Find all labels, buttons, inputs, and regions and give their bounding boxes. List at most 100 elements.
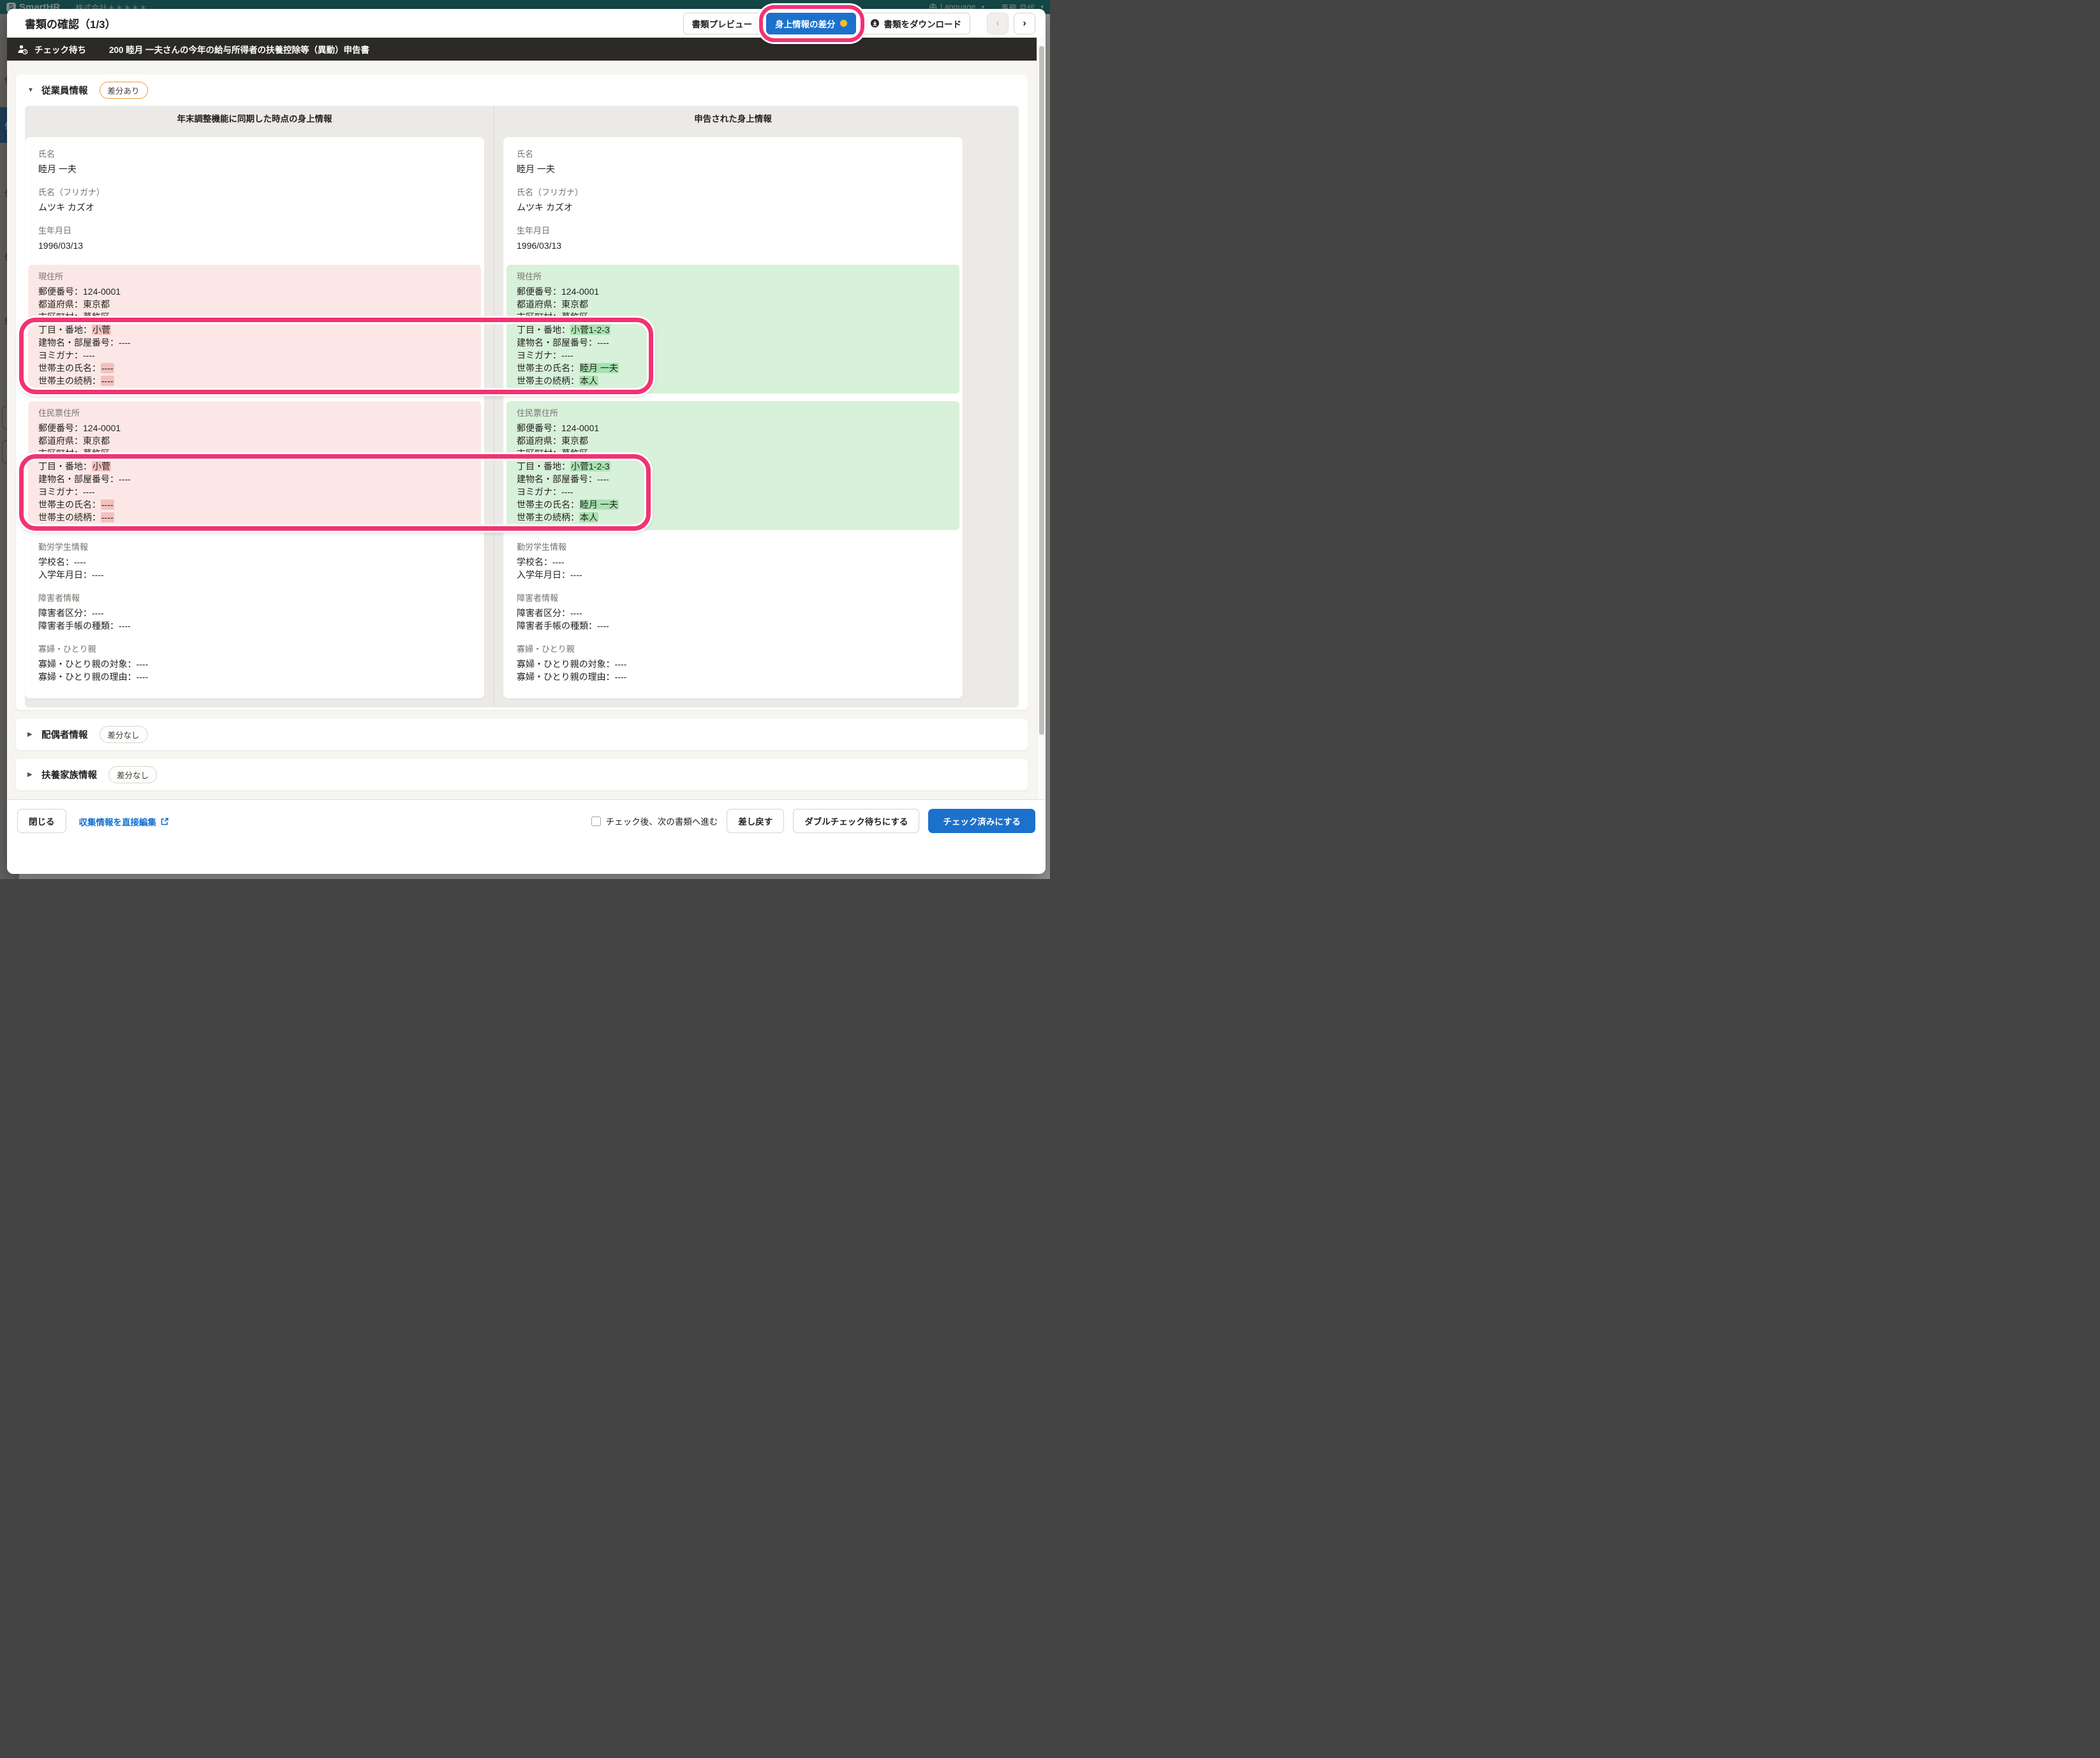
address-row: 丁目・番地：小菅 (38, 461, 111, 471)
page-title: 書類の確認（1/3） (25, 18, 116, 31)
edit-collected-info-link[interactable]: 収集情報を直接編集 (79, 815, 170, 828)
address-row: 都道府県：東京都 (517, 299, 588, 309)
no-diff-badge: 差分なし (99, 726, 148, 743)
document-status-bar: チェック待ち 200 睦月 一夫さんの今年の給与所得者の扶養控除等（異動）申告書 (7, 38, 1037, 61)
address-row: 世帯主の続柄：本人 (517, 512, 598, 522)
current-address-block: 現住所 郵便番号：124-0001 都道府県：東京都 市区町村：葛飾区 (28, 265, 481, 394)
modal-header: 書類の確認（1/3） 書類プレビュー 身上情報の差分 書類をダウンロード (7, 4, 1046, 42)
document-check-modal: 書類の確認（1/3） 書類プレビュー 身上情報の差分 書類をダウンロード (7, 4, 1046, 874)
address-row: 世帯主の氏名：---- (38, 363, 114, 373)
external-link-icon (160, 817, 169, 826)
address-row: 丁目・番地：小菅 (38, 325, 111, 335)
address-row: 世帯主の氏名：睦月 一夫 (517, 363, 619, 373)
address-row: 都道府県：東京都 (517, 436, 588, 446)
info-row: 障害者区分：---- (517, 608, 582, 618)
personal-info-diff-button[interactable]: 身上情報の差分 (766, 12, 856, 34)
screen: S SmartHR 株式会社＊＊＊＊＊ Language ▾ 事務 月代 ▾ 仕… (0, 0, 1050, 879)
info-row: 学校名：---- (38, 557, 86, 567)
diff-panel: 年末調整機能に同期した時点の身上情報 申告された身上情報 氏名 (25, 106, 1019, 707)
address-row: 郵便番号：124-0001 (38, 286, 121, 297)
address-row: 世帯主の続柄：本人 (517, 376, 598, 386)
address-row: ヨミガナ：---- (517, 487, 573, 497)
basic-field: 氏名（フリガナ） ムツキ カズオ (38, 188, 105, 212)
mark-checked-button[interactable]: チェック済みにする (928, 809, 1035, 833)
info-row: 障害者手帳の種類：---- (517, 621, 609, 631)
dependents-info-section: ▶ 扶養家族情報 差分なし (16, 759, 1028, 790)
address-row: 市区町村：葛飾区 (517, 312, 588, 322)
address-row: ヨミガナ：---- (38, 487, 95, 497)
working-student-block: 勤労学生情報 学校名：---- 入学年月日：---- (25, 542, 484, 581)
address-row: 都道府県：東京都 (38, 299, 110, 309)
document-download-button[interactable]: 書類をダウンロード (861, 12, 970, 34)
document-preview-button[interactable]: 書類プレビュー (683, 12, 761, 34)
address-row: 郵便番号：124-0001 (38, 423, 121, 433)
address-row: 市区町村：葛飾区 (517, 448, 588, 459)
resident-address-block: 住民票住所 郵便番号：124-0001 都道府県：東京都 市区町村：葛飾区 (507, 401, 959, 530)
address-row: ヨミガナ：---- (517, 350, 573, 360)
notification-dot-icon (839, 20, 847, 27)
info-row: 寡婦・ひとり親の対象：---- (517, 659, 627, 669)
address-row: 市区町村：葛飾区 (38, 312, 110, 322)
spouse-info-section-header[interactable]: ▶ 配偶者情報 差分なし (16, 719, 1028, 750)
address-row: 世帯主の氏名：---- (38, 499, 114, 510)
chevron-down-icon: ▾ (1040, 3, 1044, 10)
working-student-block: 勤労学生情報 学校名：---- 入学年月日：---- (503, 542, 963, 581)
info-row: 障害者手帳の種類：---- (38, 621, 131, 631)
chevron-down-icon: ▾ (981, 3, 984, 10)
resident-address-block: 住民票住所 郵便番号：124-0001 都道府県：東京都 市区町村：葛飾区 (28, 401, 481, 530)
chevron-left-icon: ‹ (996, 17, 1000, 29)
synced-info-card: 氏名 睦月 一夫 氏名（フリガナ） ムツキ カズオ (25, 137, 484, 698)
no-diff-badge: 差分なし (108, 766, 158, 783)
info-row: 学校名：---- (517, 557, 565, 567)
info-row: 寡婦・ひとり親の理由：---- (517, 672, 627, 682)
document-title: 200 睦月 一夫さんの今年の給与所得者の扶養控除等（異動）申告書 (109, 45, 370, 55)
basic-field: 氏名 睦月 一夫 (38, 149, 77, 174)
address-row: 郵便番号：124-0001 (517, 286, 600, 297)
diff-exists-badge: 差分あり (99, 82, 148, 99)
address-row: 都道府県：東京都 (38, 436, 110, 446)
basic-field: 生年月日 1996/03/13 (38, 226, 84, 251)
send-back-button[interactable]: 差し戻す (727, 809, 785, 833)
disability-block: 障害者情報 障害者区分：---- 障害者手帳の種類：---- (25, 593, 484, 632)
modal-body: ▼ 従業員情報 差分あり 年末調整機能に同期した時点の身上情報 申告された身上情… (7, 61, 1046, 799)
prev-document-button[interactable]: ‹ (987, 12, 1009, 34)
declared-info-column-header: 申告された身上情報 (694, 114, 772, 124)
address-row: 世帯主の続柄：---- (38, 376, 114, 386)
info-row: 入学年月日：---- (38, 570, 104, 580)
basic-field: 氏名 睦月 一夫 (517, 149, 555, 174)
address-row: 郵便番号：124-0001 (517, 423, 600, 433)
employee-info-section-header[interactable]: ▼ 従業員情報 差分あり (16, 75, 1028, 106)
person-clock-icon (17, 44, 28, 55)
employee-info-section: ▼ 従業員情報 差分あり 年末調整機能に同期した時点の身上情報 申告された身上情… (16, 75, 1028, 710)
modal-footer: 閉じる 収集情報を直接編集 チェック後、次の書類へ進む 差し戻す ダブルチェック… (7, 799, 1046, 874)
info-row: 寡婦・ひとり親の理由：---- (38, 672, 149, 682)
address-row: ヨミガナ：---- (38, 350, 95, 360)
address-row: 丁目・番地：小菅1-2-3 (517, 461, 610, 471)
status-badge: チェック待ち (34, 45, 86, 55)
triangle-right-icon: ▶ (27, 771, 33, 778)
disability-block: 障害者情報 障害者区分：---- 障害者手帳の種類：---- (503, 593, 963, 632)
double-check-button[interactable]: ダブルチェック待ちにする (793, 809, 920, 833)
address-row: 建物名・部屋番号：---- (517, 337, 609, 348)
triangle-right-icon: ▶ (27, 731, 33, 738)
info-row: 寡婦・ひとり親の対象：---- (38, 659, 149, 669)
advance-after-check-option: チェック後、次の書類へ進む (591, 809, 718, 833)
info-row: 入学年月日：---- (517, 570, 582, 580)
close-button[interactable]: 閉じる (17, 809, 66, 833)
single-parent-block: 寡婦・ひとり親 寡婦・ひとり親の対象：---- 寡婦・ひとり親の理由：---- (25, 644, 484, 683)
info-row: 障害者区分：---- (38, 608, 104, 618)
address-row: 世帯主の氏名：睦月 一夫 (517, 499, 619, 510)
triangle-down-icon: ▼ (27, 87, 34, 94)
address-row: 建物名・部屋番号：---- (38, 337, 131, 348)
scrollbar-track[interactable] (1037, 38, 1046, 799)
address-row: 建物名・部屋番号：---- (517, 474, 609, 484)
basic-field: 氏名（フリガナ） ムツキ カズオ (517, 188, 584, 212)
scrollbar-thumb[interactable] (1039, 46, 1044, 735)
address-row: 建物名・部屋番号：---- (38, 474, 131, 484)
advance-after-check-checkbox[interactable] (591, 816, 601, 826)
current-address-block: 現住所 郵便番号：124-0001 都道府県：東京都 市区町村：葛飾区 (507, 265, 959, 394)
chevron-right-icon: › (1023, 17, 1026, 29)
dependents-info-section-header[interactable]: ▶ 扶養家族情報 差分なし (16, 759, 1028, 790)
synced-info-column-header: 年末調整機能に同期した時点の身上情報 (177, 114, 332, 124)
next-document-button[interactable]: › (1014, 12, 1035, 34)
